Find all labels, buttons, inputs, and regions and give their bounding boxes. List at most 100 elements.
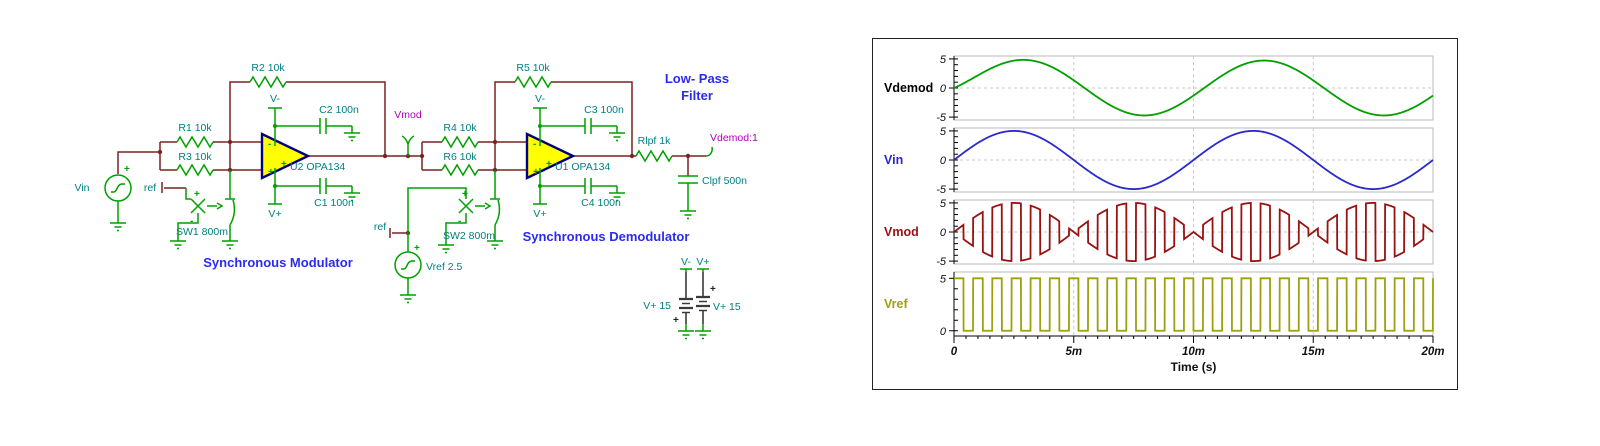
x-tick-label: 0 bbox=[951, 346, 958, 358]
sw1-plus-mark: + bbox=[194, 189, 200, 200]
vref-label: Vref 2.5 bbox=[426, 261, 463, 273]
output-terminal-vdemod[interactable]: Vdemod:1 bbox=[705, 132, 758, 157]
source-vin[interactable]: + Vin bbox=[75, 164, 132, 232]
battery-negative-rail[interactable]: V- + V+ 15 bbox=[643, 256, 695, 340]
vmod-node-label: Vmod bbox=[394, 109, 422, 121]
bat2-plus-mark: + bbox=[710, 284, 716, 295]
waveform-plot: 5 0 -5 Vdemod 5 0 -5 Vin 5 0 -5 Vmod 5 0 Vref 0 5m 10m 15m… bbox=[884, 54, 1445, 374]
y-tick-label: -5 bbox=[936, 256, 947, 268]
y-tick-label: 5 bbox=[940, 54, 947, 66]
sw1-minus-mark: - bbox=[190, 216, 193, 227]
ground-icon bbox=[399, 287, 417, 304]
y-tick-label: 5 bbox=[940, 273, 947, 285]
sw2-label: SW2 800m bbox=[443, 230, 495, 242]
trace-label-Vref: Vref bbox=[884, 297, 908, 311]
resistor-r6[interactable]: R6 10k bbox=[441, 151, 479, 176]
sw2-plus-mark: + bbox=[462, 189, 468, 200]
bat1-node-label: V- bbox=[681, 256, 691, 268]
r1-label: R1 10k bbox=[178, 122, 212, 134]
ground-icon bbox=[694, 323, 712, 340]
c4-label: C4 100n bbox=[581, 197, 621, 209]
y-tick-label: 5 bbox=[940, 198, 947, 210]
u1-vminus-rail: V- bbox=[535, 93, 545, 105]
y-tick-label: -5 bbox=[936, 112, 947, 124]
vin-label: Vin bbox=[75, 182, 90, 194]
y-tick-label: 5 bbox=[940, 126, 947, 138]
y-tick-label: 0 bbox=[940, 227, 947, 239]
u2-vplus-rail: V+ bbox=[268, 208, 281, 220]
capacitor-c4[interactable]: C4 100n bbox=[540, 178, 626, 209]
r2-label: R2 10k bbox=[251, 62, 285, 74]
wire-net[interactable] bbox=[117, 81, 706, 238]
y-tick-label: 0 bbox=[940, 326, 947, 338]
ground-icon bbox=[679, 203, 697, 220]
bat2-label: V+ 15 bbox=[713, 301, 741, 313]
u1-vplus-rail: V+ bbox=[533, 208, 546, 220]
capacitor-c3[interactable]: C3 100n bbox=[540, 104, 626, 142]
x-tick-label: 5m bbox=[1065, 346, 1082, 358]
opamp-u1[interactable]: - + + U1 OPA134 V- V+ bbox=[525, 93, 610, 220]
r5-label: R5 10k bbox=[516, 62, 550, 74]
ground-icon bbox=[608, 125, 626, 142]
bat1-plus-mark: + bbox=[673, 315, 679, 326]
vin-plus-mark: + bbox=[124, 164, 130, 175]
c2-label: C2 100n bbox=[319, 104, 359, 116]
switch-sw1[interactable]: ref + - SW1 800m bbox=[144, 170, 239, 250]
source-vref[interactable]: + Vref 2.5 bbox=[394, 233, 463, 304]
node-vmod[interactable]: Vmod bbox=[394, 109, 422, 156]
trace-label-Vmod: Vmod bbox=[884, 225, 919, 239]
clpf-label: Clpf 500n bbox=[702, 175, 747, 187]
sw2-ref-label: ref bbox=[374, 221, 386, 233]
trace-Vdemod bbox=[953, 58, 1434, 117]
rlpf-label: Rlpf 1k bbox=[638, 135, 671, 147]
resistor-r3[interactable]: R3 10k bbox=[176, 151, 214, 176]
switch-sw2[interactable]: ref + - SW2 800m bbox=[374, 170, 504, 254]
resistor-r2[interactable]: R2 10k bbox=[249, 62, 287, 88]
vref-plus-mark: + bbox=[414, 243, 420, 254]
waveform-source-icon bbox=[400, 260, 416, 270]
sw2-minus-mark: - bbox=[458, 216, 461, 227]
u2-inverting-mark: - bbox=[268, 139, 271, 150]
opamp-u2[interactable]: - + + U2 OPA134 V- V+ bbox=[260, 93, 345, 220]
u1-label: U1 OPA134 bbox=[555, 161, 610, 173]
ground-icon bbox=[677, 323, 695, 340]
resistor-r5[interactable]: R5 10k bbox=[514, 62, 552, 88]
u1-supply-mark: + bbox=[546, 159, 552, 170]
u1-inverting-mark: - bbox=[533, 139, 536, 150]
u2-noninverting-mark: + bbox=[268, 167, 274, 178]
trace-Vref bbox=[954, 277, 1434, 332]
capacitor-clpf[interactable]: Clpf 500n bbox=[678, 175, 747, 220]
demodulator-title: Synchronous Demodulator bbox=[523, 229, 690, 244]
trace-Vmod bbox=[953, 202, 1434, 262]
capacitor-c1[interactable]: C1 100n bbox=[275, 178, 361, 209]
trace-Vin bbox=[953, 130, 1434, 190]
c1-label: C1 100n bbox=[314, 197, 354, 209]
circuit-schematic: + Vin R1 10k R3 10k R2 10k - + + U2 OPA1… bbox=[75, 62, 758, 340]
ground-icon bbox=[109, 215, 127, 232]
lowpass-title-line1: Low- Pass bbox=[665, 71, 729, 86]
x-tick-label: 10m bbox=[1182, 346, 1205, 358]
u1-noninverting-mark: + bbox=[533, 167, 539, 178]
modulator-title: Synchronous Modulator bbox=[203, 255, 353, 270]
trace-label-Vdemod: Vdemod bbox=[884, 81, 933, 95]
y-tick-label: 0 bbox=[940, 83, 947, 95]
x-axis-title: Time (s) bbox=[1171, 360, 1217, 374]
u2-label: U2 OPA134 bbox=[290, 161, 345, 173]
vdemod-node-label: Vdemod:1 bbox=[710, 132, 758, 144]
ground-icon bbox=[343, 125, 361, 142]
waveform-source-icon bbox=[110, 183, 126, 193]
battery-positive-rail[interactable]: V+ + V+ 15 bbox=[694, 256, 741, 340]
resistor-r1[interactable]: R1 10k bbox=[176, 122, 214, 148]
resistor-rlpf[interactable]: Rlpf 1k bbox=[635, 135, 673, 162]
lowpass-title-line2: Filter bbox=[681, 88, 713, 103]
capacitor-c2[interactable]: C2 100n bbox=[275, 104, 361, 142]
y-tick-label: -5 bbox=[936, 184, 947, 196]
r6-label: R6 10k bbox=[443, 151, 477, 163]
bat1-label: V+ 15 bbox=[643, 300, 671, 312]
x-tick-label: 15m bbox=[1302, 346, 1325, 358]
junction-dots bbox=[157, 124, 691, 236]
resistor-r4[interactable]: R4 10k bbox=[441, 122, 479, 148]
r4-label: R4 10k bbox=[443, 122, 477, 134]
r3-label: R3 10k bbox=[178, 151, 212, 163]
